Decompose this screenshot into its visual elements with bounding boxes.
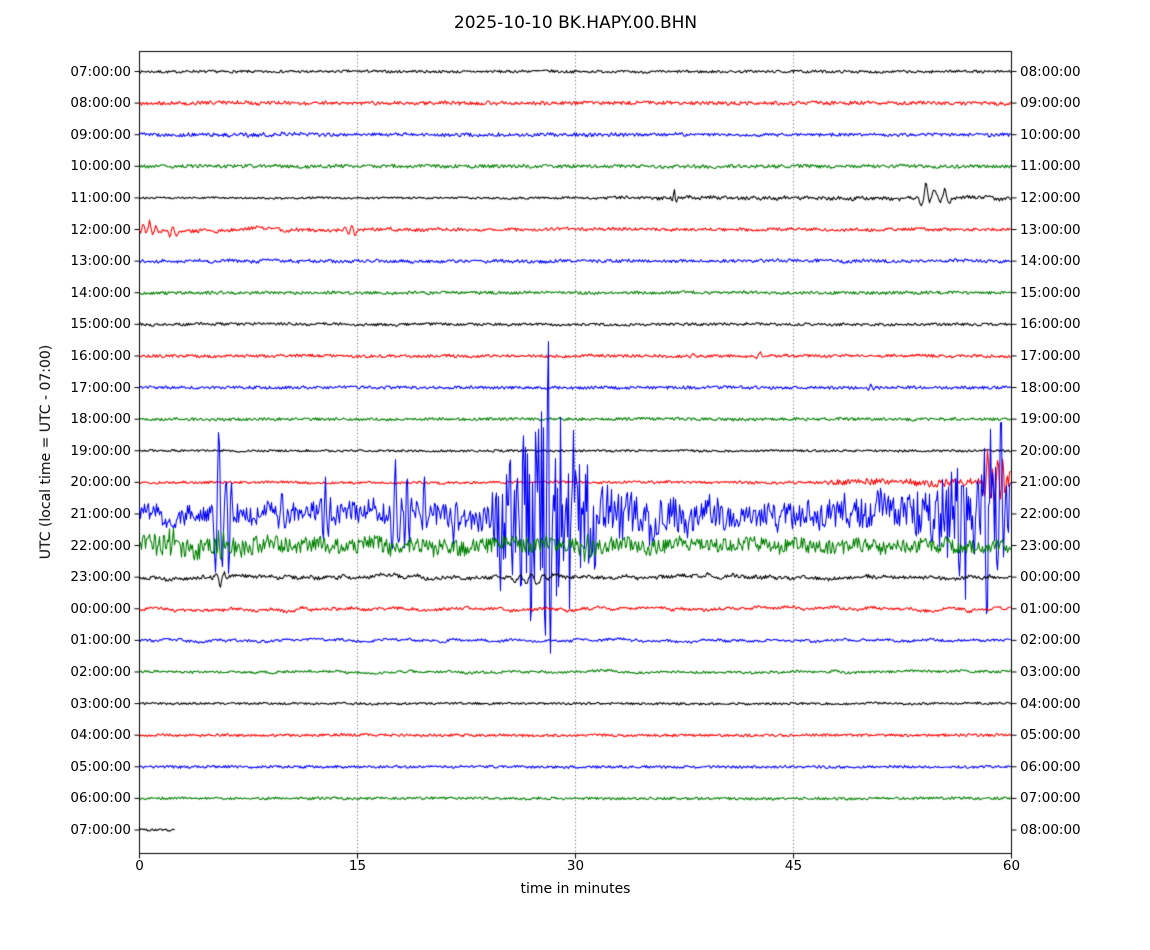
x-axis-label: time in minutes: [520, 881, 631, 897]
left-time-label: 01:00:00: [70, 632, 131, 649]
right-time-label: 17:00:00: [1020, 347, 1081, 364]
x-tick-label: 30: [566, 858, 585, 874]
right-time-label: 01:00:00: [1020, 600, 1081, 617]
left-time-label: 07:00:00: [70, 822, 131, 838]
left-time-label: 05:00:00: [70, 758, 131, 775]
left-time-label: 04:00:00: [70, 727, 131, 744]
left-time-label: 14:00:00: [70, 284, 131, 301]
right-time-label: 04:00:00: [1020, 695, 1081, 712]
left-time-label: 17:00:00: [70, 379, 131, 396]
left-time-label: 07:00:00: [70, 63, 131, 80]
left-time-label: 19:00:00: [70, 442, 131, 459]
right-time-label: 07:00:00: [1020, 790, 1081, 807]
right-time-label: 12:00:00: [1020, 189, 1081, 206]
right-time-label: 08:00:00: [1020, 822, 1081, 838]
right-time-label: 08:00:00: [1020, 63, 1081, 80]
x-tick-label: 45: [784, 858, 803, 874]
left-time-label: 06:00:00: [70, 790, 131, 807]
left-time-label: 11:00:00: [70, 189, 131, 206]
right-time-label: 22:00:00: [1020, 505, 1081, 522]
left-time-label: 15:00:00: [70, 316, 131, 333]
right-time-label: 23:00:00: [1020, 537, 1081, 554]
right-time-label: 09:00:00: [1020, 95, 1081, 112]
right-time-label: 15:00:00: [1020, 284, 1081, 301]
right-time-label: 20:00:00: [1020, 442, 1081, 459]
left-time-label: 00:00:00: [70, 600, 131, 617]
left-time-label: 12:00:00: [70, 221, 131, 238]
right-time-label: 11:00:00: [1020, 158, 1081, 175]
right-time-label: 16:00:00: [1020, 316, 1081, 333]
x-tick-label: 0: [135, 858, 144, 874]
left-time-label: 10:00:00: [70, 158, 131, 175]
left-time-label: 22:00:00: [70, 537, 131, 554]
left-time-label: 23:00:00: [70, 569, 131, 586]
left-time-label: 13:00:00: [70, 253, 131, 270]
right-time-label: 14:00:00: [1020, 253, 1081, 270]
right-time-label: 06:00:00: [1020, 758, 1081, 775]
left-time-label: 21:00:00: [70, 505, 131, 522]
right-time-label: 10:00:00: [1020, 126, 1081, 143]
left-time-label: 02:00:00: [70, 663, 131, 680]
left-time-label: 03:00:00: [70, 695, 131, 712]
right-time-label: 00:00:00: [1020, 569, 1081, 586]
left-time-label: 18:00:00: [70, 411, 131, 428]
right-time-label: 18:00:00: [1020, 379, 1081, 396]
right-time-label: 19:00:00: [1020, 411, 1081, 428]
right-time-label: 21:00:00: [1020, 474, 1081, 491]
x-tick-label: 60: [1002, 858, 1021, 874]
right-time-label: 03:00:00: [1020, 663, 1081, 680]
left-time-label: 08:00:00: [70, 95, 131, 112]
left-time-label: 09:00:00: [70, 126, 131, 143]
right-time-label: 05:00:00: [1020, 727, 1081, 744]
x-tick-label: 15: [348, 858, 367, 874]
left-time-label: 20:00:00: [70, 474, 131, 491]
chart-title: 2025-10-10 BK.HAPY.00.BHN: [453, 13, 698, 33]
left-time-label: 16:00:00: [70, 347, 131, 364]
right-time-label: 02:00:00: [1020, 632, 1081, 649]
right-time-label: 13:00:00: [1020, 221, 1081, 238]
